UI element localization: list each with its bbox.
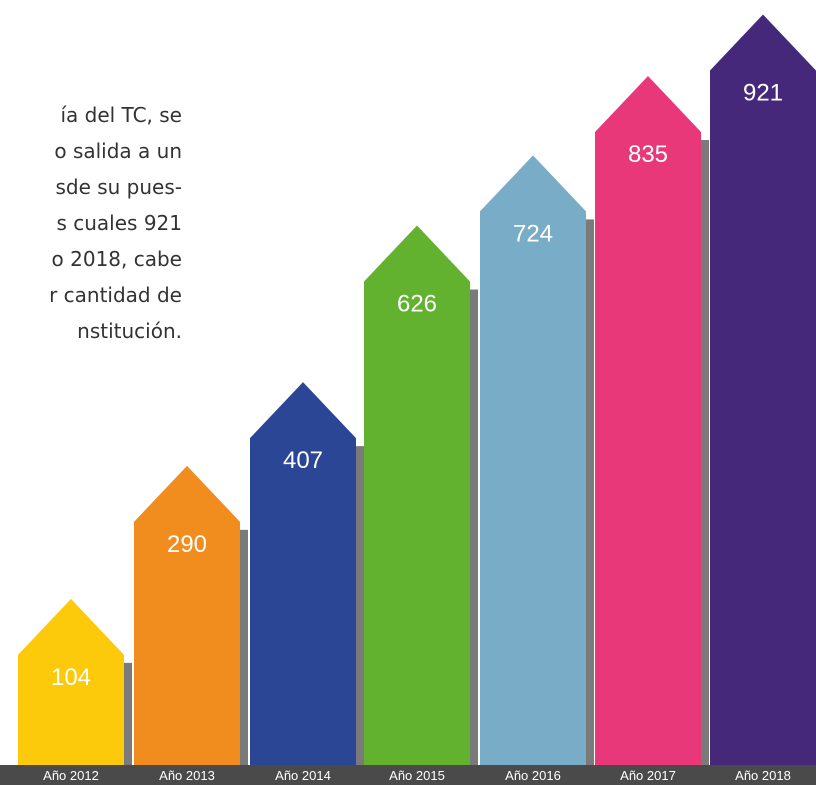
value-label: 626 [397, 290, 437, 317]
paragraph-line: r cantidad de [49, 283, 182, 307]
bar [595, 76, 701, 765]
x-tick-label: Año 2013 [159, 768, 215, 783]
bar [134, 465, 240, 765]
x-tick-label: Año 2018 [735, 768, 791, 783]
bar-shadow [356, 446, 364, 765]
bar [18, 598, 124, 765]
bar-shadow [124, 662, 132, 765]
bar [250, 382, 356, 765]
x-tick-label: Año 2014 [275, 768, 331, 783]
value-label: 290 [167, 531, 207, 558]
paragraph-line: s cuales 921 [56, 211, 182, 235]
x-tick-label: Año 2016 [505, 768, 561, 783]
bar-shadow [470, 289, 478, 765]
bar [364, 225, 470, 766]
bar-shadow [240, 529, 248, 765]
paragraph-line: o 2018, cabe [52, 247, 182, 271]
bar-shadow [701, 140, 709, 765]
paragraph-line: sde su pues- [55, 175, 182, 199]
paragraph-line: o salida a un [54, 139, 182, 163]
x-tick-label: Año 2017 [620, 768, 676, 783]
x-tick-label: Año 2012 [43, 768, 99, 783]
paragraph-line: ía del TC, se [60, 103, 182, 127]
category-strip [0, 765, 816, 785]
bar-shadow [586, 219, 594, 766]
bar [480, 155, 586, 766]
value-label: 104 [51, 664, 91, 691]
value-label: 724 [513, 220, 553, 247]
paragraph-line: nstitución. [77, 319, 182, 343]
value-label: 835 [628, 141, 668, 168]
x-tick-label: Año 2015 [389, 768, 445, 783]
value-label: 921 [743, 80, 783, 107]
bar [710, 14, 816, 766]
value-label: 407 [283, 447, 323, 474]
